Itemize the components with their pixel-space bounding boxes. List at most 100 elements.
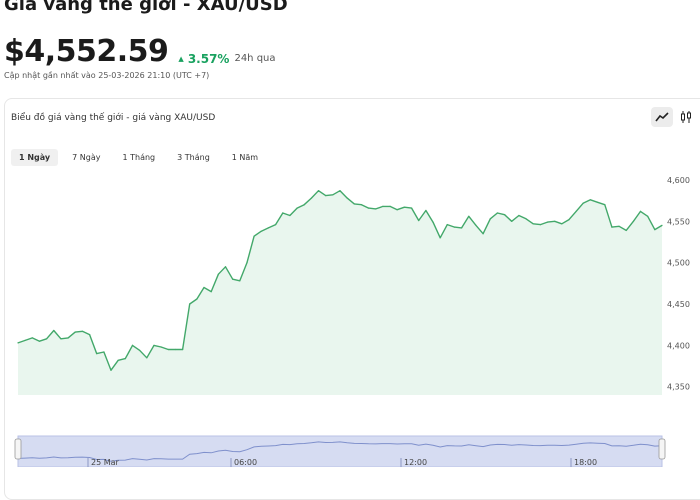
data-point (582, 202, 584, 204)
data-point (482, 233, 484, 235)
y-tick-label: 4,450 (667, 300, 690, 309)
data-point (275, 224, 277, 226)
data-point (139, 349, 141, 351)
data-point (153, 344, 155, 346)
data-point (504, 214, 506, 216)
data-point (611, 226, 613, 228)
data-point (124, 358, 126, 360)
y-tick-label: 4,350 (667, 383, 690, 392)
data-point (339, 190, 341, 192)
data-point (89, 334, 91, 336)
data-point (368, 207, 370, 209)
data-point (103, 351, 105, 353)
chart-type-switch (651, 107, 697, 127)
data-point (267, 227, 269, 229)
data-point (217, 273, 219, 275)
data-point (60, 338, 62, 340)
data-point (160, 346, 162, 348)
data-point (518, 214, 520, 217)
data-point (117, 359, 119, 361)
navigator-label: 18:00 (574, 458, 597, 467)
y-tick-label: 4,500 (667, 259, 690, 268)
chart-title: Biểu đồ giá vàng thế giới - giá vàng XAU… (11, 113, 216, 123)
data-point (17, 342, 19, 344)
data-point (632, 220, 635, 222)
price-chart: 4,350 4,400 4,450 4,500 4,550 4,600 25 Mar 06:0… (14, 176, 690, 467)
data-point (260, 230, 262, 232)
candlestick-button[interactable] (675, 107, 697, 127)
data-point (146, 357, 148, 359)
data-point (461, 227, 463, 229)
line-chart-button[interactable] (651, 107, 673, 127)
data-point (654, 229, 656, 231)
data-point (661, 224, 663, 226)
data-point (439, 237, 441, 239)
data-point (289, 214, 291, 217)
data-point (167, 348, 169, 351)
data-point (332, 194, 334, 196)
data-point (182, 348, 184, 351)
data-point (232, 278, 234, 280)
data-point (196, 298, 198, 300)
data-point (647, 215, 649, 217)
data-point (310, 197, 312, 199)
data-point (446, 224, 448, 226)
data-point (131, 344, 134, 346)
data-point (203, 286, 205, 289)
navigator-line (17, 441, 663, 462)
data-point (346, 197, 348, 199)
data-point (597, 201, 599, 203)
price-area (18, 190, 662, 395)
data-point (561, 223, 563, 225)
range-tabs: 1 Ngày 7 Ngày 1 Tháng 3 Tháng 1 Năm (11, 149, 266, 166)
data-point (496, 212, 498, 214)
tab-1-day[interactable]: 1 Ngày (11, 149, 59, 166)
data-point (24, 339, 26, 341)
data-point (411, 207, 413, 209)
tab-1-year[interactable]: 1 Năm (231, 153, 259, 162)
data-point (618, 225, 620, 227)
data-point (568, 219, 570, 221)
data-point (303, 204, 305, 206)
data-point (253, 235, 255, 237)
price-change: ▲ 3.57% (178, 52, 229, 66)
data-point (53, 329, 55, 332)
navigator-handle-right[interactable] (658, 438, 666, 460)
data-point (174, 348, 176, 351)
data-point (389, 205, 391, 207)
data-point (432, 221, 434, 223)
data-point (224, 266, 227, 268)
data-point (539, 224, 542, 226)
data-point (475, 224, 477, 226)
y-tick-label: 4,600 (667, 176, 690, 185)
data-point (67, 337, 69, 339)
data-point (360, 204, 363, 206)
data-point (418, 219, 420, 222)
data-point (246, 262, 248, 264)
data-point (325, 195, 327, 197)
data-point (468, 215, 470, 217)
data-point (382, 205, 384, 207)
data-point (425, 209, 427, 212)
data-point (282, 212, 284, 214)
data-point (317, 190, 320, 192)
data-point (625, 229, 627, 231)
data-point (511, 220, 513, 222)
change-period: 24h qua (234, 53, 276, 64)
navigator-label: 12:00 (404, 458, 427, 467)
navigator-label: 25 Mar (91, 458, 120, 467)
data-point (403, 206, 405, 208)
navigator-handle-left[interactable] (14, 438, 22, 460)
current-price: $4,552.59 (4, 34, 169, 69)
tab-3-months[interactable]: 3 Tháng (177, 153, 210, 162)
up-triangle-icon: ▲ (178, 55, 184, 63)
data-point (110, 369, 112, 371)
candlestick-icon (681, 111, 691, 123)
data-point (546, 221, 549, 223)
tab-1-month[interactable]: 1 Tháng (122, 153, 156, 162)
data-point (81, 330, 83, 332)
data-point (525, 218, 527, 220)
page-title: Giá vàng thế giới - XAU/USD (4, 0, 288, 15)
tab-7-days[interactable]: 7 Ngày (72, 153, 101, 162)
y-tick-label: 4,400 (667, 341, 690, 350)
